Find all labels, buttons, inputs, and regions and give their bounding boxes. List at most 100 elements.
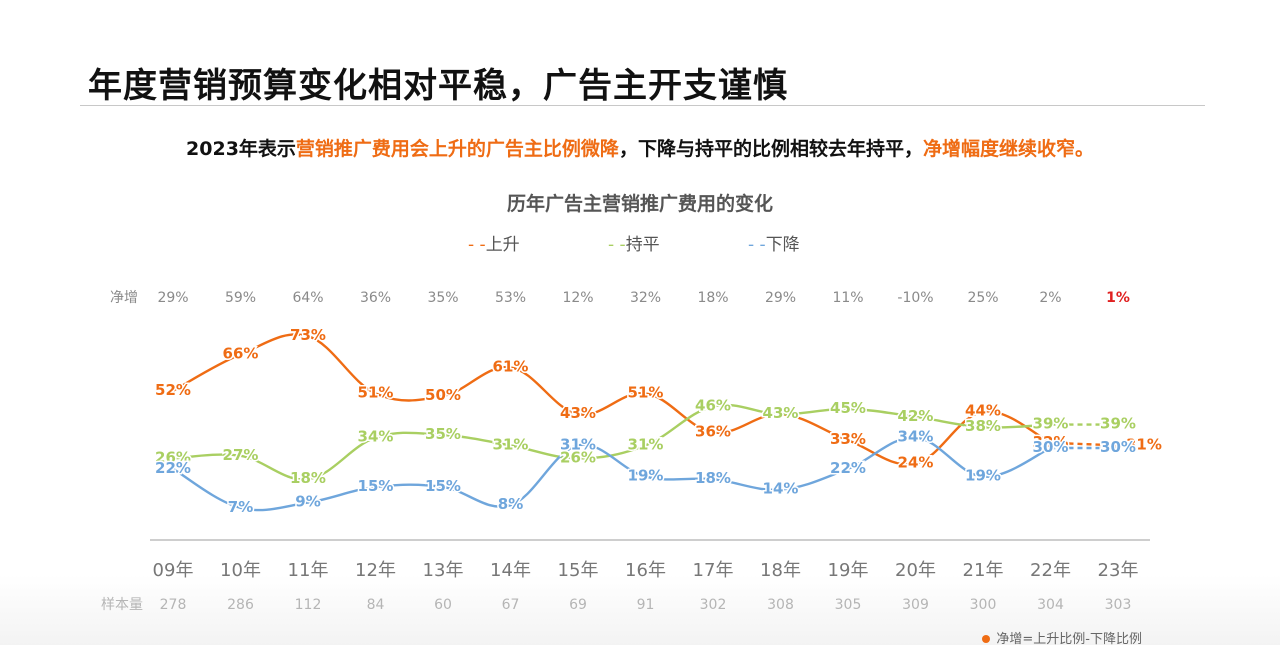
chart-legend: - -上升 - -持平 - -下降: [468, 235, 800, 255]
subtitle-part-3: ，下降与持平的比例相较去年持平，: [618, 138, 923, 160]
data-label-up: 73%: [290, 326, 326, 344]
data-label-up: 52%: [155, 381, 191, 399]
sample-size-value: 69: [569, 597, 587, 613]
series-lines: [171, 333, 1119, 512]
x-tick-label: 12年: [355, 560, 396, 581]
data-label-up: 51%: [358, 383, 394, 401]
net-value: 11%: [832, 290, 863, 306]
data-label-flat: 46%: [695, 396, 731, 414]
data-label-flat: 27%: [223, 446, 259, 464]
data-label-flat: 43%: [763, 404, 799, 422]
data-label-up: 43%: [560, 404, 596, 422]
data-label-up: 51%: [628, 383, 664, 401]
page-subtitle: 2023年表示营销推广费用会上升的广告主比例微降，下降与持平的比例相较去年持平，…: [0, 134, 1280, 161]
data-label-flat: 42%: [898, 407, 934, 425]
subtitle-part-1: 2023年表示: [186, 138, 296, 160]
data-label-down: 19%: [628, 467, 664, 485]
sample-size-value: 286: [227, 597, 254, 613]
net-value: 25%: [967, 290, 998, 306]
data-label-flat: 31%: [493, 435, 529, 453]
data-label-down: 15%: [358, 477, 394, 495]
footnote-text: 净增=上升比例-下降比例: [996, 632, 1142, 647]
legend-item-down: - -下降: [748, 235, 800, 255]
data-label-down: 30%: [1033, 438, 1069, 456]
net-row-label: 净增: [110, 290, 138, 306]
data-label-down: 34%: [898, 428, 934, 446]
legend-label-down: 下降: [766, 235, 800, 255]
background-decoration: [0, 575, 1280, 645]
x-tick-label: 09年: [153, 560, 194, 581]
data-labels: 52%66%73%51% 50%61%43%51%36%43%33%24%44%3…: [154, 325, 1164, 518]
data-label-down: 8%: [498, 495, 523, 513]
data-label-flat: 26%: [560, 448, 596, 466]
chart-title: 历年广告主营销推广费用的变化: [507, 192, 773, 215]
data-label-up: 61%: [493, 357, 529, 375]
net-value: 35%: [427, 290, 458, 306]
data-label-down: 31%: [560, 435, 596, 453]
data-label-up: 50%: [425, 386, 461, 404]
x-tick-label: 23年: [1098, 560, 1139, 581]
series-line-flat: [171, 403, 1052, 481]
legend-marker-up: - -: [468, 235, 486, 255]
sample-size-value: 300: [970, 597, 997, 613]
net-value: 64%: [292, 290, 323, 306]
footnote: 净增=上升比例-下降比例: [982, 628, 1142, 647]
x-tick-label: 17年: [693, 560, 734, 581]
legend-item-up: - -上升: [468, 235, 520, 255]
series-line-down: [171, 436, 1052, 512]
sample-size-value: 302: [700, 597, 727, 613]
net-value: 2%: [1039, 290, 1061, 306]
x-tick-label: 14年: [490, 560, 531, 581]
x-tick-label: 21年: [963, 560, 1004, 581]
sample-row-label: 样本量: [101, 597, 143, 613]
legend-item-flat: - -持平: [608, 235, 660, 255]
x-axis-tick-labels: 09年 10年 11年 12年 13年 14年 15年 16年 17年 18年 19年 20年 21年 2…: [153, 560, 1139, 581]
sample-size-value: 308: [767, 597, 794, 613]
sample-size-value: 305: [835, 597, 862, 613]
data-label-down: 18%: [695, 469, 731, 487]
data-label-up: 32%: [1033, 433, 1069, 451]
x-tick-label: 18年: [760, 560, 801, 581]
data-label-up: 66%: [223, 344, 259, 362]
data-label-down: 22%: [155, 459, 191, 477]
data-label-flat: 38%: [965, 417, 1001, 435]
sample-size-row: 样本量 278 286 112 84 60 67 69 91 302 308 305 309 300 304…: [101, 597, 1131, 613]
net-value: 29%: [157, 290, 188, 306]
x-tick-label: 15年: [558, 560, 599, 581]
net-increase-row: 净增 29% 59% 64% 36% 35% 53% 12% 32% 18% 29% 11% -10% 2…: [110, 290, 1130, 306]
sample-size-value: 67: [502, 597, 520, 613]
net-value: -10%: [897, 290, 933, 306]
x-tick-label: 10年: [220, 560, 261, 581]
data-label-flat: 39%: [1033, 415, 1069, 433]
data-label-flat: 39%: [1100, 415, 1136, 433]
legend-label-flat: 持平: [626, 235, 660, 255]
x-tick-label: 13年: [423, 560, 464, 581]
data-label-down: 19%: [965, 467, 1001, 485]
data-label-flat: 18%: [290, 469, 326, 487]
data-label-down: 30%: [1100, 438, 1136, 456]
net-value: 36%: [360, 290, 391, 306]
x-tick-label: 20年: [895, 560, 936, 581]
page-title: 年度营销预算变化相对平稳，广告主开支谨慎: [88, 66, 788, 106]
net-value: 1%: [1106, 290, 1130, 306]
net-value: 53%: [495, 290, 526, 306]
footnote-dot-icon: [982, 634, 991, 643]
net-value: 29%: [765, 290, 796, 306]
x-tick-label: 22年: [1030, 560, 1071, 581]
subtitle-highlight-1: 营销推广费用会上升的广告主比例微降: [295, 138, 619, 160]
sample-size-value: 278: [160, 597, 187, 613]
legend-marker-flat: - -: [608, 235, 626, 255]
data-label-flat: 35%: [425, 425, 461, 443]
x-tick-label: 19年: [828, 560, 869, 581]
sample-size-value: 309: [902, 597, 929, 613]
data-label-up: 31%: [1126, 435, 1162, 453]
series-line-up: [171, 333, 1052, 466]
data-label-up: 33%: [830, 430, 866, 448]
data-label-down: 9%: [295, 493, 320, 511]
x-tick-label: 11年: [288, 560, 329, 581]
net-value: 12%: [562, 290, 593, 306]
sample-size-value: 303: [1105, 597, 1132, 613]
data-label-up: 43%: [763, 404, 799, 422]
data-label-flat: 34%: [358, 428, 394, 446]
